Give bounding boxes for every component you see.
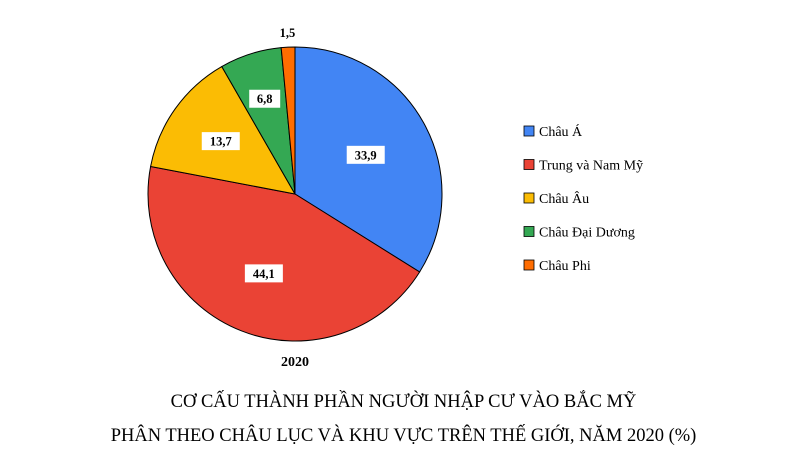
data-label-5: 1,5 <box>280 26 296 40</box>
pie-chart: 33,9 44,1 13,7 6,8 1,5 Châu Á Trung và Nam Mỹ… <box>147 26 643 370</box>
chart-subtitle: PHÂN THEO CHÂU LỤC VÀ KHU VỰC TRÊN THẾ G… <box>110 426 697 446</box>
legend-swatch-3 <box>523 192 535 204</box>
legend-label-4: Châu Đại Dương <box>539 226 635 241</box>
pie-slices <box>147 46 443 342</box>
legend-swatch-2 <box>523 159 535 170</box>
legend-swatch-1 <box>523 125 535 137</box>
data-label-1: 33,9 <box>355 148 377 162</box>
data-label-bg-2 <box>244 264 283 283</box>
data-label-4: 6,8 <box>257 92 273 106</box>
legend-label-2: Trung và Nam Mỹ <box>539 159 643 174</box>
data-label-bg-3 <box>201 132 240 151</box>
data-label-bg-4 <box>249 89 281 108</box>
pie-slice-5 <box>280 46 296 195</box>
legend-label-5: Châu Phi <box>539 259 591 274</box>
pie-data-labels: 33,9 44,1 13,7 6,8 1,5 <box>201 26 385 283</box>
data-label-3: 13,7 <box>210 135 232 149</box>
legend-label-1: Châu Á <box>539 123 583 140</box>
pie-slice-3 <box>150 65 296 195</box>
data-label-bg-1 <box>346 145 385 164</box>
legend-swatch-4 <box>523 226 535 237</box>
legend-swatch-5 <box>523 259 535 271</box>
data-label-2: 44,1 <box>253 267 275 281</box>
chart-title: CƠ CẤU THÀNH PHẦN NGƯỜI NHẬP CƯ VÀO BẮC … <box>170 392 637 412</box>
legend-label-3: Châu Âu <box>539 190 589 207</box>
year-label: 2020 <box>281 355 309 370</box>
legend: Châu Á Trung và Nam Mỹ Châu Âu Châu Đại Dươ… <box>523 123 643 274</box>
pie-slice-2 <box>147 165 421 342</box>
